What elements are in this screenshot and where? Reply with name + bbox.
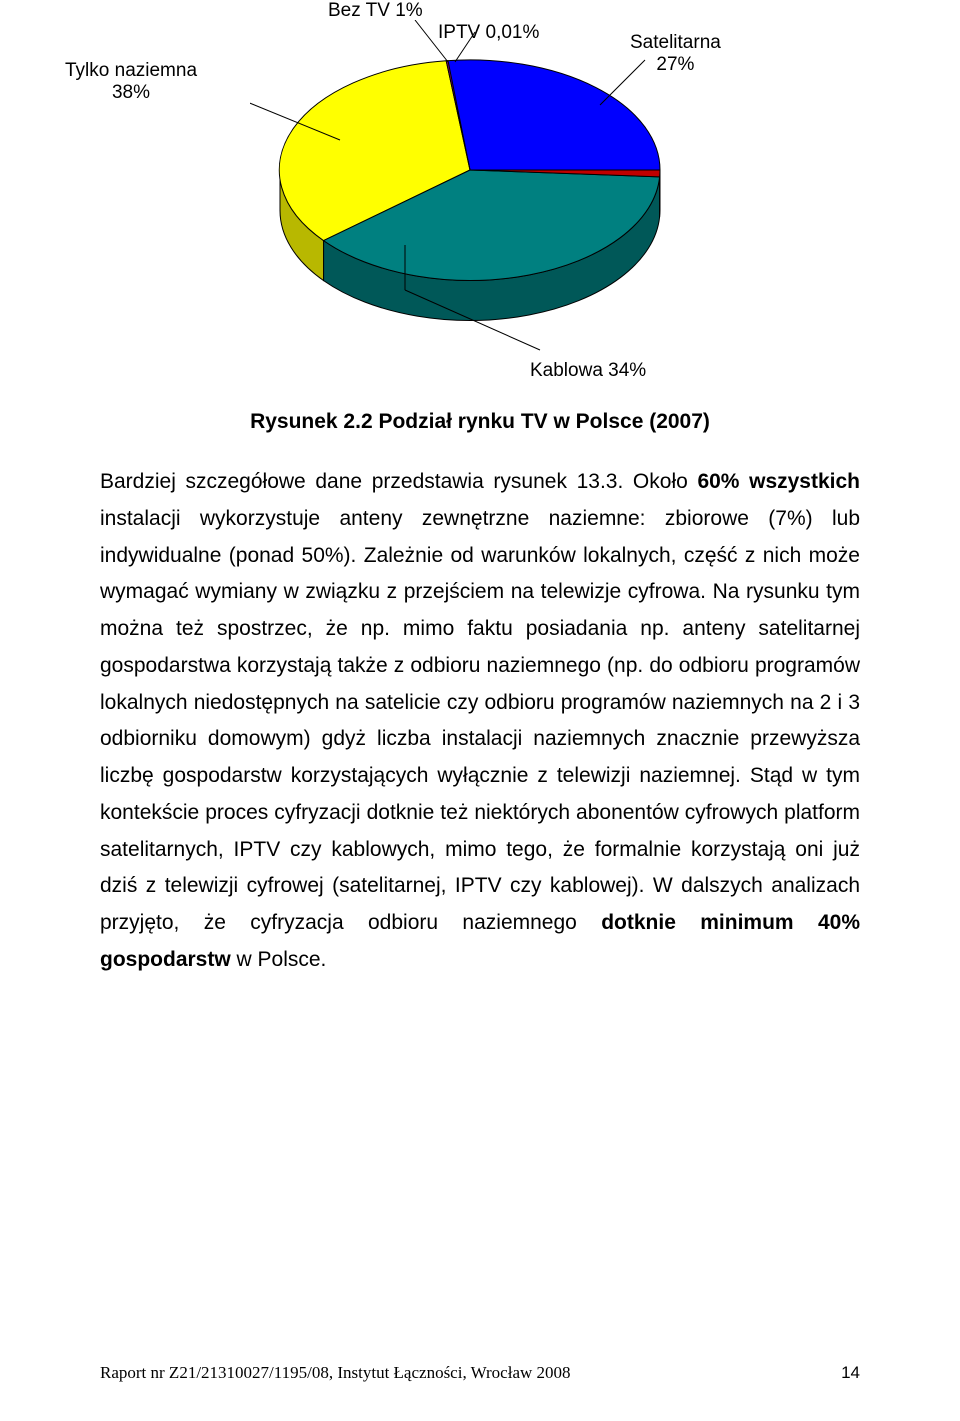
footer-page-number: 14 (841, 1363, 860, 1383)
figure-caption: Rysunek 2.2 Podział rynku TV w Polsce (2… (0, 410, 960, 434)
chart-label-beztv: Bez TV 1% (328, 0, 423, 22)
page-footer: Raport nr Z21/21310027/1195/08, Instytut… (100, 1363, 860, 1383)
pie-chart-svg (250, 20, 690, 360)
chart-label-iptv: IPTV 0,01% (438, 22, 539, 44)
chart-label-naziemna: Tylko naziemna 38% (65, 60, 197, 104)
text-run-3: w Polsce. (231, 948, 327, 971)
chart-label-satelitarna: Satelitarna 27% (630, 32, 721, 76)
pie-chart-area: Satelitarna 27% Kablowa 34% Tylko naziem… (0, 0, 960, 400)
footer-report-info: Raport nr Z21/21310027/1195/08, Instytut… (100, 1363, 571, 1383)
text-run-1: Bardziej szczegółowe dane przedstawia ry… (100, 470, 697, 493)
text-run-2: instalacji wykorzystuje anteny zewnętrzn… (100, 507, 860, 934)
body-paragraph: Bardziej szczegółowe dane przedstawia ry… (0, 464, 960, 979)
text-bold-1: 60% wszystkich (697, 470, 860, 493)
chart-label-kablowa: Kablowa 34% (530, 360, 646, 382)
